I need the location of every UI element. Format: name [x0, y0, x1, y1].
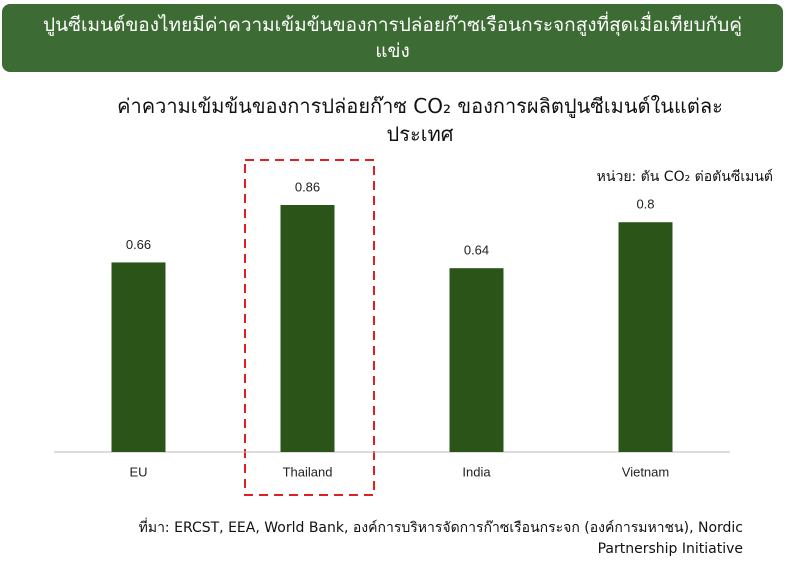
source-note: ที่มา: ERCST, EEA, World Bank, องค์การบร… — [138, 520, 743, 557]
header-banner: ปูนซีเมนต์ของไทยมีค่าความเข้มข้นของการปล… — [2, 4, 783, 72]
value-label: 0.66 — [126, 237, 151, 252]
value-label: 0.86 — [295, 179, 320, 194]
bar — [111, 262, 166, 452]
bar — [280, 205, 335, 452]
x-tick-label: India — [462, 464, 491, 479]
bar — [618, 222, 673, 452]
unit-label: หน่วย: ตัน CO₂ ต่อตันซีเมนต์ — [596, 169, 773, 185]
x-tick-label: Vietnam — [622, 464, 669, 479]
highlight-box — [244, 159, 375, 496]
x-tick-label: Thailand — [283, 464, 333, 479]
x-tick-label: EU — [129, 464, 147, 479]
value-label: 0.8 — [636, 197, 654, 212]
chart-title: ค่าความเข้มข้นของการปล่อยก๊าซ CO₂ ของการ… — [117, 94, 723, 146]
bar — [449, 268, 504, 452]
value-label: 0.64 — [464, 243, 489, 258]
